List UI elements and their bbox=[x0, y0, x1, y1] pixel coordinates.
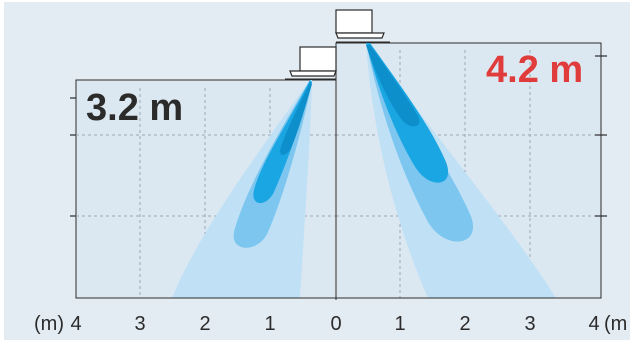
x-tick-label: 4 bbox=[70, 313, 81, 335]
x-tick-label: 3 bbox=[524, 313, 535, 335]
axis-unit-right: (m bbox=[604, 313, 627, 335]
x-axis-tick-labels: 4 3 2 1 0 1 2 3 4 bbox=[70, 313, 599, 335]
edge-ticks bbox=[70, 55, 607, 217]
right-beam-core bbox=[366, 45, 420, 127]
x-tick-label: 1 bbox=[264, 313, 275, 335]
left-beam-outer bbox=[172, 80, 312, 298]
fixture-body bbox=[299, 46, 337, 72]
ceiling-lamp-icon bbox=[285, 46, 337, 80]
left-height-label: 3.2 m bbox=[86, 87, 183, 129]
x-tick-label: 1 bbox=[394, 313, 405, 335]
left-beam bbox=[172, 80, 312, 298]
right-beam bbox=[366, 43, 556, 298]
x-tick-label: 4 bbox=[588, 313, 599, 335]
right-height-label: 4.2 m bbox=[486, 49, 583, 91]
x-tick-label: 2 bbox=[199, 313, 210, 335]
axis-unit-left: (m) bbox=[34, 313, 64, 335]
x-tick-label: 3 bbox=[134, 313, 145, 335]
x-tick-label: 2 bbox=[459, 313, 470, 335]
x-tick-label: 0 bbox=[330, 313, 341, 335]
fixture-trim bbox=[289, 70, 337, 77]
fixture-trim bbox=[335, 32, 385, 39]
fixture-body bbox=[335, 9, 373, 34]
left-beam-core bbox=[279, 82, 312, 155]
ceiling-lamp-icon bbox=[335, 9, 390, 43]
